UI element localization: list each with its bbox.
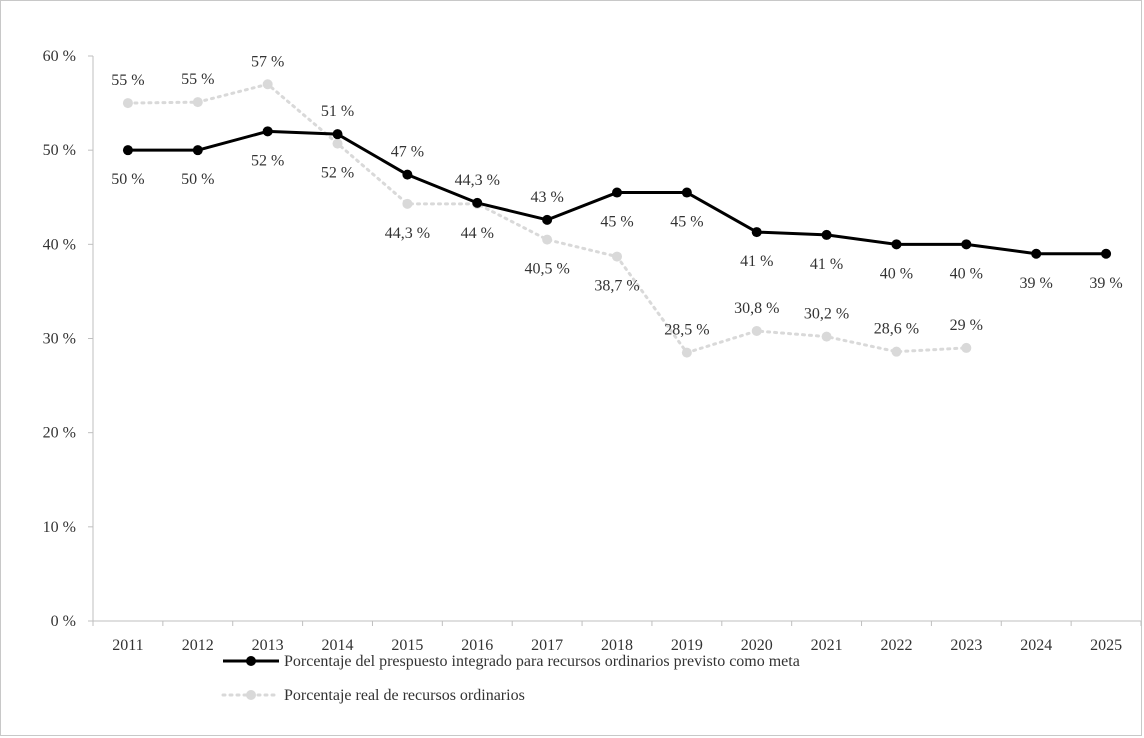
data-label: 41 % <box>740 253 773 270</box>
data-point <box>122 145 133 156</box>
data-point <box>681 187 692 198</box>
data-label: 30,2 % <box>804 306 849 323</box>
data-label: 30,8 % <box>734 300 779 317</box>
legend-swatch-marker <box>246 690 256 700</box>
data-label: 39 % <box>1020 275 1053 292</box>
data-label: 45 % <box>600 214 633 231</box>
data-label: 40,5 % <box>524 261 569 278</box>
y-tick-label: 30 % <box>43 331 76 348</box>
y-tick-label: 20 % <box>43 425 76 442</box>
data-point <box>751 227 762 238</box>
data-point <box>402 169 413 180</box>
legend-swatch-marker <box>246 656 256 666</box>
y-tick-label: 40 % <box>43 236 76 253</box>
legend-label: Porcentaje del prespuesto integrado para… <box>284 653 800 670</box>
x-tick-label: 2024 <box>1020 637 1052 654</box>
data-label: 44,3 % <box>455 172 500 189</box>
y-tick-label: 10 % <box>43 519 76 536</box>
data-label: 47 % <box>391 144 424 161</box>
legend-item-1: Porcentaje del prespuesto integrado para… <box>223 653 800 670</box>
data-labels-series-1: 50 % 50 % 52 % 51 % 47 % 44,3 % 43 % 45 % 45 % 41… <box>111 103 1122 292</box>
series-2 <box>122 79 972 358</box>
legend: Porcentaje del prespuesto integrado para… <box>221 653 800 704</box>
data-label: 51 % <box>321 103 354 120</box>
data-label: 44,3 % <box>385 225 430 242</box>
data-label: 41 % <box>810 256 843 273</box>
series-layer: 50 % 50 % 52 % 51 % 47 % 44,3 % 43 % 45 % 45 % 41… <box>111 53 1123 358</box>
x-tick-label: 2023 <box>950 637 982 654</box>
x-tick-label: 2012 <box>182 637 214 654</box>
data-point <box>961 239 972 250</box>
data-point <box>332 129 343 140</box>
data-point <box>402 198 413 209</box>
data-label: 55 % <box>181 71 214 88</box>
x-axis-ticks: 2011 2012 2013 2014 2015 2016 2017 2018 2019 2020… <box>92 621 1142 654</box>
y-tick-label: 0 % <box>51 613 76 630</box>
data-label: 45 % <box>670 214 703 231</box>
data-label: 40 % <box>950 265 983 282</box>
x-tick-label: 2015 <box>391 637 423 654</box>
data-label: 50 % <box>111 171 144 188</box>
x-tick-label: 2014 <box>322 637 354 654</box>
data-point <box>262 79 273 90</box>
x-tick-label: 2011 <box>112 637 143 654</box>
x-tick-label: 2017 <box>531 637 563 654</box>
data-point <box>542 214 553 225</box>
data-point <box>612 251 622 262</box>
data-label: 44 % <box>461 225 494 242</box>
data-label: 28,5 % <box>664 322 709 339</box>
x-tick-label: 2018 <box>601 637 633 654</box>
data-point <box>192 145 203 156</box>
data-point <box>472 197 483 208</box>
data-point <box>821 331 832 342</box>
x-tick-label: 2021 <box>811 637 843 654</box>
x-tick-label: 2013 <box>252 637 284 654</box>
data-point <box>192 97 203 108</box>
legend-label: Porcentaje real de recursos ordinarios <box>284 687 525 704</box>
data-label: 38,7 % <box>594 278 639 295</box>
y-axis-ticks: 0 % 10 % 20 % 30 % 40 % 50 % 60 % <box>43 48 93 630</box>
data-label: 40 % <box>880 265 913 282</box>
data-label: 29 % <box>950 317 983 334</box>
data-point <box>1031 248 1042 259</box>
y-tick-label: 60 % <box>43 48 76 65</box>
data-point <box>122 98 133 109</box>
data-point <box>1101 248 1112 259</box>
data-label: 52 % <box>251 152 284 169</box>
data-label: 50 % <box>181 171 214 188</box>
data-label: 52 % <box>321 165 354 182</box>
data-point <box>821 229 832 240</box>
x-tick-label: 2016 <box>461 637 493 654</box>
data-label: 43 % <box>530 189 563 206</box>
data-point <box>262 126 273 137</box>
x-tick-label: 2020 <box>741 637 773 654</box>
x-tick-label: 2022 <box>880 637 912 654</box>
data-label: 57 % <box>251 53 284 70</box>
data-point <box>891 239 902 250</box>
x-tick-label: 2019 <box>671 637 703 654</box>
axes <box>92 56 1141 622</box>
data-label: 55 % <box>111 72 144 89</box>
x-tick-label: 2025 <box>1090 637 1122 654</box>
y-tick-label: 50 % <box>43 142 76 159</box>
series-1 <box>122 126 1112 259</box>
data-point <box>612 187 622 198</box>
data-point <box>891 346 902 357</box>
data-point <box>751 325 762 336</box>
legend-item-2: Porcentaje real de recursos ordinarios <box>221 687 525 704</box>
data-label: 39 % <box>1089 275 1122 292</box>
data-labels-series-2: 55 % 55 % 57 % 52 % 44,3 % 44 % 40,5 % 38,7 % 28… <box>111 53 983 338</box>
data-point <box>332 138 343 149</box>
data-point <box>681 347 692 358</box>
data-point <box>542 234 553 245</box>
data-point <box>961 342 972 353</box>
data-label: 28,6 % <box>874 321 919 338</box>
